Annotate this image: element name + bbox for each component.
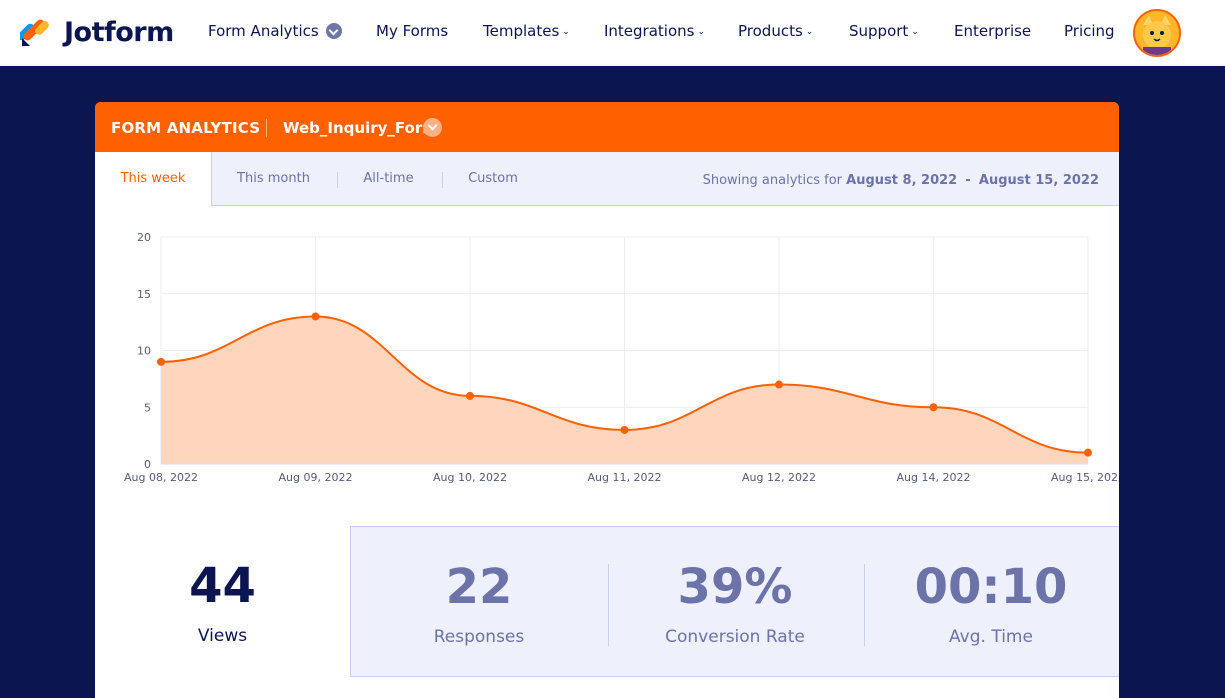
area-fill: [161, 316, 1088, 464]
data-point: [157, 357, 165, 366]
chevron-down-icon: ⌄: [805, 27, 814, 37]
range-end: August 15, 2022: [978, 173, 1099, 188]
nav-my-forms[interactable]: My Forms: [376, 22, 448, 40]
tab-custom[interactable]: Custom: [468, 171, 518, 186]
chevron-down-icon: ⌄: [911, 27, 919, 37]
range-start: August 8, 2022: [846, 173, 958, 188]
stats-summary-box: 22 Responses 39% Conversion Rate 00:10 A…: [350, 526, 1119, 677]
analytics-date-range: Showing analytics for August 8, 2022 - A…: [703, 152, 1099, 206]
tab-this-month[interactable]: This month: [237, 171, 310, 186]
stat-avg-time: 00:10 Avg. Time: [863, 527, 1119, 677]
jotform-logo-icon: [17, 16, 52, 48]
nav-enterprise-label: Enterprise: [954, 22, 1032, 40]
nav-templates-label: Templates: [483, 22, 560, 40]
tab-divider: [442, 172, 443, 188]
conversion-value: 39%: [677, 559, 793, 615]
nav-form-analytics[interactable]: Form Analytics: [208, 22, 342, 40]
x-tick-label: Aug 09, 2022: [279, 471, 353, 484]
data-point: [929, 403, 938, 412]
form-selector-label[interactable]: Web_Inquiry_Form: [283, 119, 438, 137]
y-tick-label: 0: [144, 458, 151, 471]
chart-svg: 0 5 10 15 20 Aug 08, 2022 Aug 09, 2022 Aug 10, …: [124, 231, 1119, 484]
y-tick-label: 15: [137, 288, 151, 301]
y-tick-label: 5: [144, 401, 151, 414]
stat-divider: [864, 564, 865, 646]
nav-my-forms-label: My Forms: [376, 22, 449, 40]
tab-all-time[interactable]: All-time: [363, 171, 414, 186]
range-separator: -: [965, 173, 971, 188]
conversion-label: Conversion Rate: [665, 627, 805, 647]
nav-enterprise[interactable]: Enterprise: [954, 22, 1031, 40]
data-point: [775, 380, 783, 389]
nav-pricing-label: Pricing: [1064, 22, 1115, 40]
data-point: [311, 312, 320, 321]
jotform-logo[interactable]: Jotform: [17, 14, 174, 50]
stat-divider: [608, 564, 609, 646]
chevron-down-icon: ⌄: [562, 27, 570, 37]
panel-header: FORM ANALYTICS Web_Inquiry_Form: [95, 102, 1119, 152]
nav-integrations[interactable]: Integrations ⌄: [604, 22, 705, 40]
x-tick-label: Aug 10, 2022: [433, 471, 507, 484]
nav-form-analytics-label: Form Analytics: [208, 22, 319, 40]
views-label: Views: [197, 626, 248, 646]
header-divider: [266, 119, 267, 137]
nav-support-label: Support: [849, 22, 909, 40]
nav-pricing[interactable]: Pricing: [1064, 22, 1115, 40]
chevron-down-icon: ⌄: [697, 27, 706, 37]
data-point: [1084, 448, 1092, 457]
logo-wordmark: Jotform: [64, 16, 174, 48]
stat-conversion-rate: 39% Conversion Rate: [607, 527, 863, 677]
data-point: [620, 425, 629, 434]
dropdown-badge-icon: [325, 23, 342, 39]
nav-integrations-label: Integrations: [604, 22, 695, 40]
views-value: 44: [189, 558, 256, 614]
top-navigation-bar: Jotform Form Analytics My Forms Template…: [0, 0, 1225, 66]
responses-value: 22: [445, 559, 513, 615]
form-analytics-panel: FORM ANALYTICS Web_Inquiry_Form This wee…: [95, 102, 1119, 698]
avg-time-value: 00:10: [914, 559, 1068, 615]
panel-title: FORM ANALYTICS: [111, 119, 261, 137]
range-prefix: Showing analytics for: [702, 173, 843, 188]
x-tick-label: Aug 11, 2022: [588, 471, 662, 484]
x-tick-label: Aug 12, 2022: [742, 471, 816, 484]
tab-divider: [337, 172, 338, 188]
x-tick-label: Aug 08, 2022: [124, 471, 198, 484]
responses-label: Responses: [433, 627, 525, 647]
views-area-chart: 0 5 10 15 20 Aug 08, 2022 Aug 09, 2022 Aug 10, …: [95, 206, 1119, 496]
x-tick-label: Aug 15, 2022: [1051, 471, 1119, 484]
y-tick-label: 20: [137, 231, 151, 244]
nav-templates[interactable]: Templates ⌄: [483, 22, 570, 40]
y-tick-label: 10: [137, 345, 151, 358]
avg-time-label: Avg. Time: [949, 627, 1033, 647]
user-avatar[interactable]: [1133, 9, 1181, 57]
nav-products-label: Products: [738, 22, 803, 40]
nav-products[interactable]: Products ⌄: [738, 22, 813, 40]
x-tick-label: Aug 14, 2022: [897, 471, 971, 484]
data-point: [466, 391, 474, 400]
tab-this-week[interactable]: This week: [95, 152, 212, 207]
avatar-illustration-icon: [1135, 11, 1179, 55]
stat-views: 44 Views: [95, 526, 350, 676]
stats-row: 44 Views 22 Responses 39% Conversion Rat…: [95, 526, 1119, 698]
date-range-tabs: This week This month All-time Custom Sho…: [95, 152, 1119, 207]
stat-responses: 22 Responses: [351, 527, 607, 677]
form-selector-dropdown-icon[interactable]: [423, 118, 442, 137]
nav-support[interactable]: Support ⌄: [849, 22, 919, 40]
